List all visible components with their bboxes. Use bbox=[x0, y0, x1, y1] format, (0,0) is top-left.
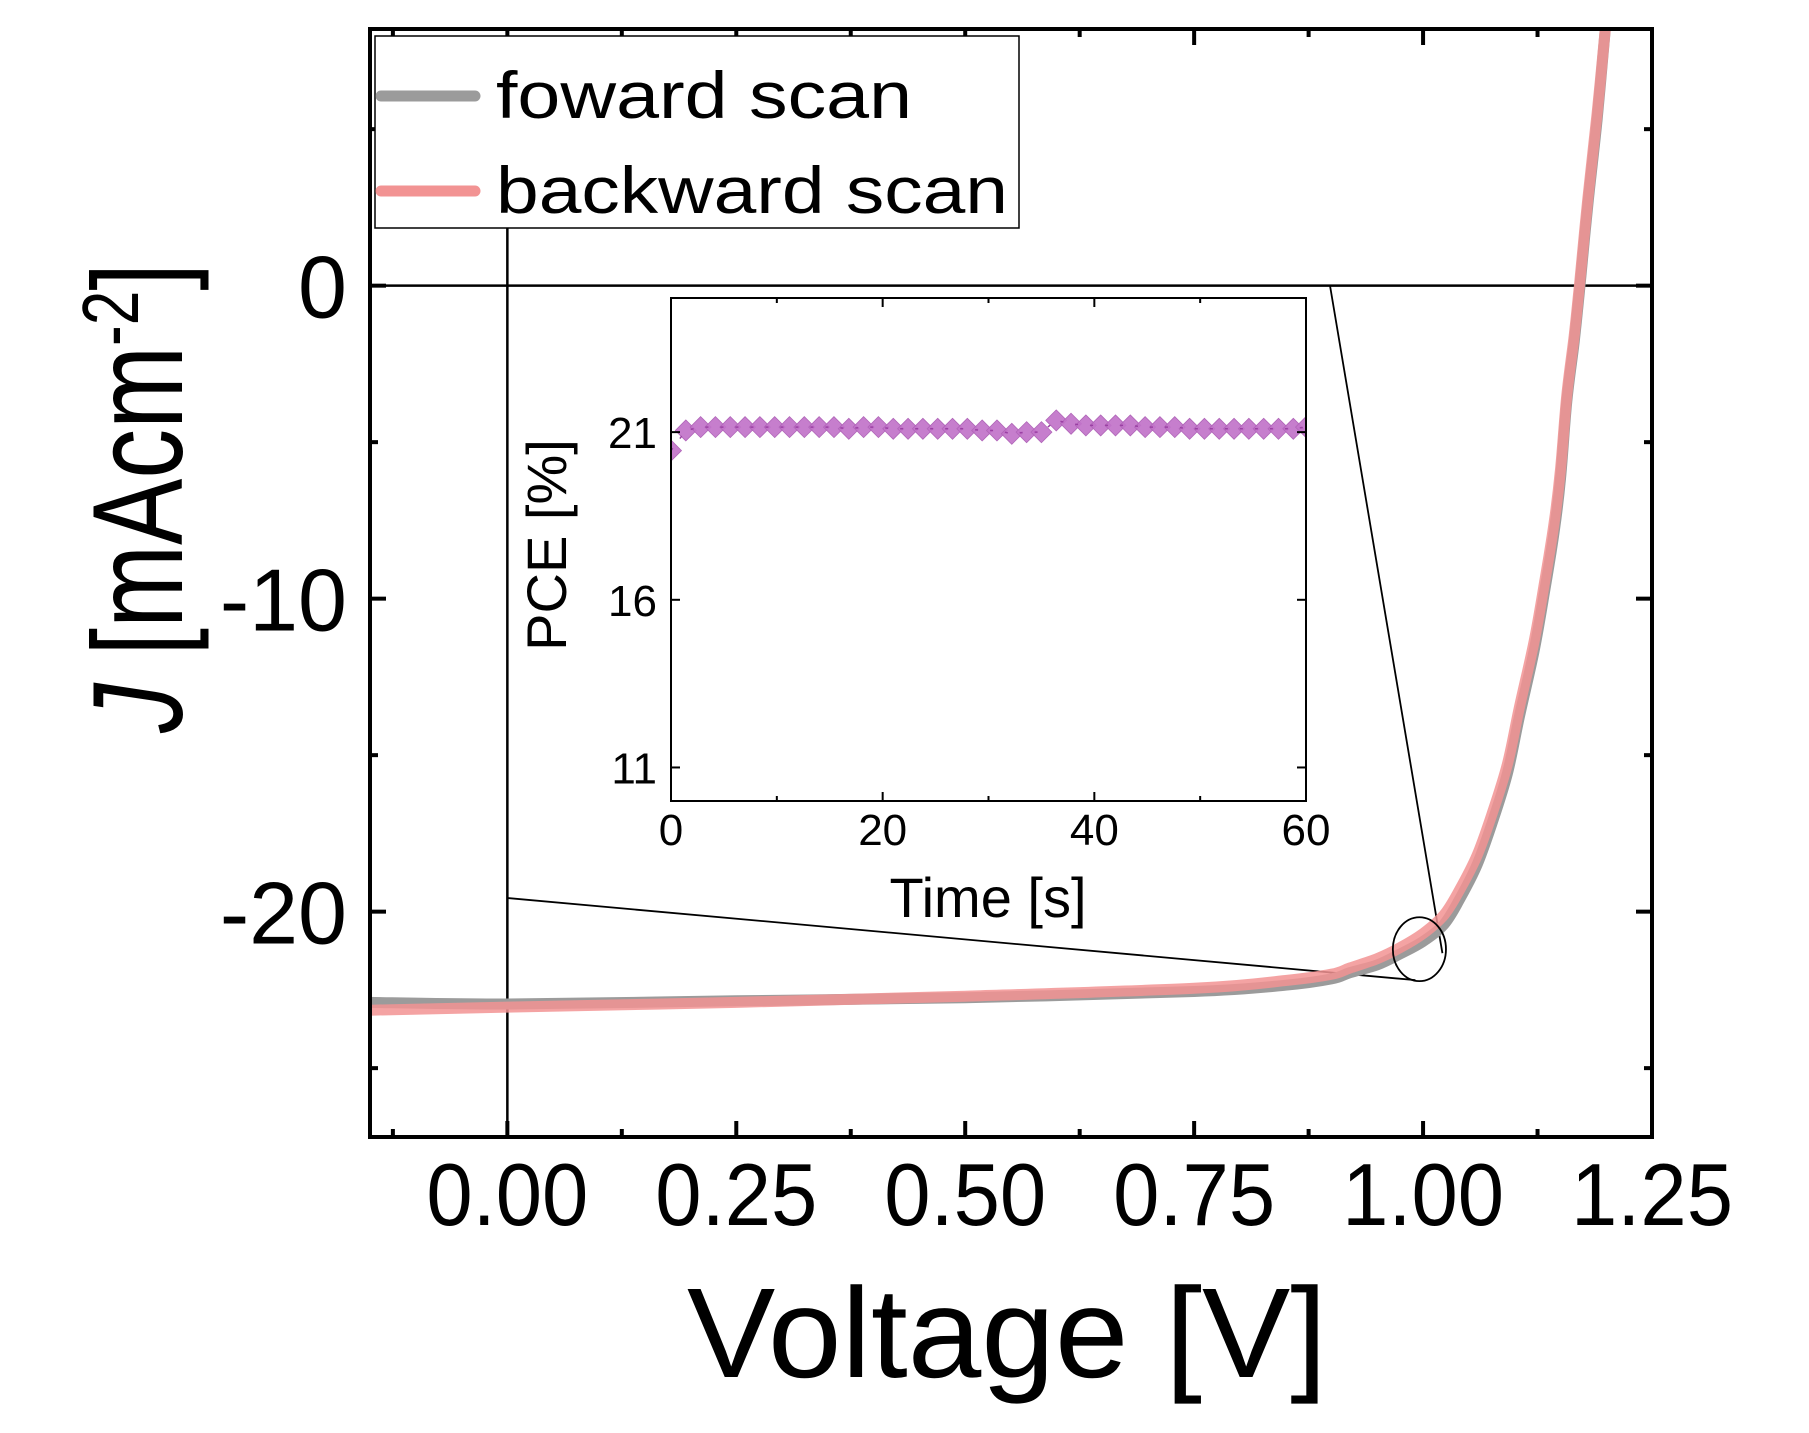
inset-marker bbox=[778, 416, 801, 439]
main-series bbox=[370, 29, 1611, 1016]
inset-marker bbox=[1208, 417, 1231, 440]
inset-chart: 0 20 40 60 11 16 21 Time [s] PCE [%] bbox=[515, 297, 1330, 929]
inset-marker bbox=[985, 419, 1009, 442]
inset-x-tick-label: 20 bbox=[858, 806, 907, 855]
x-tick-label: 0.00 bbox=[426, 1145, 588, 1244]
connector-line-upper bbox=[1329, 285, 1444, 954]
inset-marker bbox=[719, 416, 742, 439]
inset-marker bbox=[763, 416, 786, 439]
inset-marker bbox=[1104, 414, 1127, 437]
inset-marker bbox=[1089, 414, 1112, 437]
inset-y-tick-label: 16 bbox=[608, 577, 657, 626]
inset-marker bbox=[1015, 421, 1038, 444]
inset-marker bbox=[822, 416, 846, 439]
inset-marker bbox=[971, 419, 994, 442]
y-axis-title-exponent: -2 bbox=[66, 291, 155, 346]
legend-label-forward: foward scan bbox=[496, 58, 912, 132]
x-tick-label: 0.25 bbox=[655, 1145, 817, 1244]
y-axis-title-unit: [mAcm bbox=[67, 346, 210, 683]
connector-line-lower bbox=[507, 897, 1416, 982]
main-tick-labels: 0.00 0.25 0.50 0.75 1.00 1.25 0 -10 -20 bbox=[220, 238, 1733, 1244]
legend-label-backward: backward scan bbox=[496, 153, 1008, 227]
inset-marker bbox=[1074, 414, 1097, 437]
inset-marker bbox=[808, 416, 831, 439]
y-axis-title: J [mAcm-2] bbox=[66, 263, 210, 734]
inset-marker bbox=[1178, 417, 1201, 440]
inset-x-tick-label: 60 bbox=[1282, 806, 1331, 855]
inset-series bbox=[671, 409, 1306, 462]
inset-marker bbox=[882, 417, 905, 440]
inset-marker bbox=[1134, 416, 1157, 439]
inset-marker bbox=[926, 417, 949, 440]
inset-tick-labels: 0 20 40 60 11 16 21 bbox=[608, 409, 1330, 855]
inset-axes bbox=[670, 297, 1307, 802]
x-axis-title: Voltage [V] bbox=[687, 1262, 1327, 1405]
series-line-backward-scan bbox=[370, 29, 1611, 1016]
zoom-connectors bbox=[507, 285, 1444, 982]
inset-marker bbox=[1193, 417, 1216, 440]
x-tick-label: 0.75 bbox=[1113, 1145, 1275, 1244]
legend-box bbox=[374, 35, 1020, 229]
x-tick-label: 1.00 bbox=[1342, 1145, 1504, 1244]
inset-marker bbox=[748, 416, 771, 439]
inset-marker bbox=[671, 439, 683, 462]
inset-marker bbox=[956, 417, 979, 440]
inset-marker bbox=[911, 417, 934, 440]
y-axis-title-symbol: J bbox=[67, 682, 210, 733]
inset-marker bbox=[1252, 417, 1275, 440]
inset-marker bbox=[1148, 416, 1172, 439]
x-tick-label: 1.25 bbox=[1571, 1145, 1733, 1244]
inset-marker bbox=[704, 416, 727, 439]
inset-marker bbox=[1237, 417, 1260, 440]
inset-y-tick-label: 11 bbox=[611, 744, 657, 793]
inset-x-tick-label: 0 bbox=[659, 806, 683, 855]
inset-marker bbox=[1119, 414, 1142, 437]
inset-y-axis-title: PCE [%] bbox=[515, 439, 578, 651]
inset-marker bbox=[897, 417, 920, 440]
inset-marker bbox=[852, 416, 875, 439]
zoom-region-ellipse bbox=[1391, 916, 1447, 983]
inset-marker bbox=[1222, 417, 1246, 440]
inset-background bbox=[671, 298, 1306, 801]
inset-marker bbox=[867, 416, 890, 439]
inset-marker bbox=[1163, 416, 1186, 439]
y-tick-label: -20 bbox=[220, 864, 347, 963]
legend: foward scan backward scan bbox=[374, 35, 1020, 229]
y-tick-label: 0 bbox=[298, 238, 347, 337]
inset-x-axis-title: Time [s] bbox=[889, 866, 1086, 929]
inset-y-tick-label: 21 bbox=[608, 409, 657, 458]
inset-marker bbox=[1267, 417, 1290, 440]
inset-x-tick-label: 40 bbox=[1070, 806, 1119, 855]
main-plot-frame bbox=[368, 27, 1654, 1139]
x-tick-label: 0.50 bbox=[884, 1145, 1046, 1244]
inset-marker bbox=[1045, 409, 1068, 432]
y-tick-label: -10 bbox=[220, 551, 347, 650]
inset-marker bbox=[1059, 412, 1083, 435]
inset-marker bbox=[793, 416, 816, 439]
inset-marker bbox=[734, 416, 757, 439]
inset-marker bbox=[689, 416, 712, 439]
inset-marker bbox=[941, 417, 964, 440]
inset-marker bbox=[1030, 421, 1053, 444]
y-axis-title-close: ] bbox=[67, 263, 210, 291]
